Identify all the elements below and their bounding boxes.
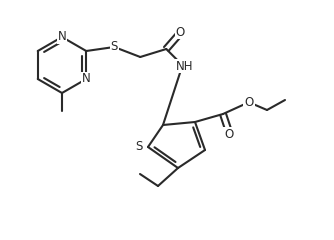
- Text: O: O: [176, 25, 185, 38]
- Text: S: S: [135, 139, 143, 152]
- Text: O: O: [244, 96, 254, 109]
- Text: NH: NH: [175, 60, 193, 72]
- Text: N: N: [58, 30, 66, 43]
- Text: N: N: [82, 72, 91, 85]
- Text: O: O: [224, 127, 233, 140]
- Text: S: S: [111, 41, 118, 54]
